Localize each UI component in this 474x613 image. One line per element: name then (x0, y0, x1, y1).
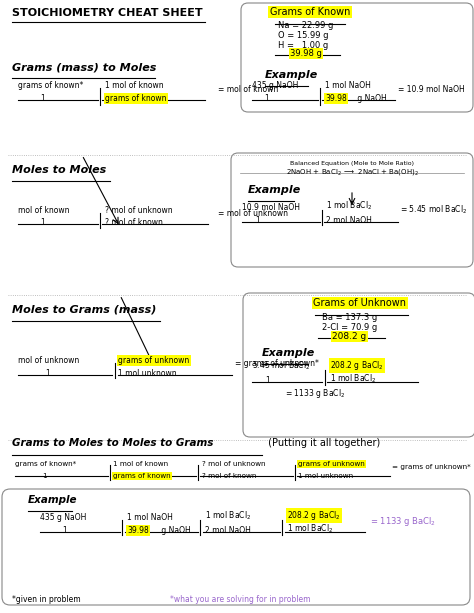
Text: 1: 1 (62, 526, 67, 535)
Text: grams of known*: grams of known* (18, 81, 83, 90)
Text: 208.2 g BaCl$_2$: 208.2 g BaCl$_2$ (330, 359, 383, 372)
Text: 1: 1 (45, 369, 50, 378)
Text: 435 g NaOH: 435 g NaOH (252, 81, 298, 90)
Text: mol of unknown: mol of unknown (18, 356, 79, 365)
Text: 1 mol of known: 1 mol of known (113, 461, 168, 467)
Text: = 10.9 mol NaOH: = 10.9 mol NaOH (398, 85, 465, 94)
Text: = grams of unknown*: = grams of unknown* (392, 464, 471, 470)
Text: 1 mol of known: 1 mol of known (105, 81, 164, 90)
FancyBboxPatch shape (243, 293, 474, 437)
Text: 2-Cl = 70.9 g: 2-Cl = 70.9 g (322, 323, 377, 332)
Text: Grams of Known: Grams of Known (270, 7, 350, 17)
FancyBboxPatch shape (241, 3, 473, 112)
Text: ? mol of known: ? mol of known (202, 473, 256, 479)
Text: *given in problem: *given in problem (12, 595, 81, 604)
Text: = 1133 g BaCl$_2$: = 1133 g BaCl$_2$ (285, 387, 345, 400)
Text: 1: 1 (265, 376, 270, 385)
Text: 208.2 g: 208.2 g (332, 332, 366, 341)
Text: mol of known: mol of known (18, 206, 70, 215)
Text: 39.98: 39.98 (127, 526, 149, 535)
Text: 1: 1 (264, 94, 269, 103)
Text: 1 mol NaOH: 1 mol NaOH (325, 81, 371, 90)
FancyBboxPatch shape (2, 489, 470, 605)
Text: Na = 22.99 g: Na = 22.99 g (278, 21, 333, 30)
Text: Example: Example (265, 70, 318, 80)
Text: grams of known: grams of known (113, 473, 171, 479)
Text: 2 mol NaOH: 2 mol NaOH (326, 216, 372, 225)
Text: 5.45 mol BaCl$_2$: 5.45 mol BaCl$_2$ (252, 359, 310, 372)
Text: (Putting it all together): (Putting it all together) (265, 438, 380, 448)
Text: 10.9 mol NaOH: 10.9 mol NaOH (242, 203, 300, 212)
Text: Moles to Moles: Moles to Moles (12, 165, 106, 175)
Text: 1: 1 (40, 94, 45, 103)
Text: Example: Example (248, 185, 301, 195)
Text: grams of known*: grams of known* (15, 461, 76, 467)
Text: 2NaOH + BaCl$_2$ $\longrightarrow$ 2NaCl + Ba(OH)$_2$: 2NaOH + BaCl$_2$ $\longrightarrow$ 2NaCl… (286, 167, 419, 177)
Text: Balanced Equation (Mole to Mole Ratio): Balanced Equation (Mole to Mole Ratio) (290, 161, 414, 166)
Text: ? mol of unknown: ? mol of unknown (105, 206, 173, 215)
Text: = 5.45 mol BaCl$_2$: = 5.45 mol BaCl$_2$ (400, 204, 467, 216)
Text: 1 mol BaCl$_2$: 1 mol BaCl$_2$ (205, 509, 251, 522)
Text: 208.2 g BaCl$_2$: 208.2 g BaCl$_2$ (287, 509, 340, 522)
Text: 1 mol BaCl$_2$: 1 mol BaCl$_2$ (330, 373, 376, 385)
Text: ? mol of known: ? mol of known (105, 218, 163, 227)
Text: O = 15.99 g: O = 15.99 g (278, 31, 328, 40)
Text: 1 mol BaCl$_2$: 1 mol BaCl$_2$ (326, 199, 372, 212)
Text: 39.98 g: 39.98 g (290, 49, 322, 58)
Text: 435 g NaOH: 435 g NaOH (40, 513, 86, 522)
Text: = mol of known: = mol of known (218, 85, 278, 94)
Text: = 1133 g BaCl$_2$: = 1133 g BaCl$_2$ (370, 515, 436, 528)
Text: g NaOH: g NaOH (355, 94, 387, 103)
Text: = mol of unknown: = mol of unknown (218, 209, 288, 218)
FancyBboxPatch shape (231, 153, 473, 267)
Text: Example: Example (262, 348, 315, 358)
Text: *what you are solving for in problem: *what you are solving for in problem (170, 595, 310, 604)
Text: H =   1.00 g: H = 1.00 g (278, 41, 328, 50)
Text: Example: Example (28, 495, 78, 505)
Text: ? mol of unknown: ? mol of unknown (202, 461, 265, 467)
Text: Grams of Unknown: Grams of Unknown (313, 298, 407, 308)
Text: Ba = 137.3 g: Ba = 137.3 g (322, 313, 377, 322)
Text: 1 mol BaCl$_2$: 1 mol BaCl$_2$ (287, 522, 333, 535)
Text: 39.98: 39.98 (325, 94, 347, 103)
Text: 1 mol unknown: 1 mol unknown (118, 369, 177, 378)
Text: Grams (mass) to Moles: Grams (mass) to Moles (12, 62, 156, 72)
Text: g NaOH: g NaOH (159, 526, 191, 535)
Text: 1: 1 (40, 218, 45, 227)
Text: Moles to Grams (mass): Moles to Grams (mass) (12, 305, 156, 315)
Text: STOICHIOMETRY CHEAT SHEET: STOICHIOMETRY CHEAT SHEET (12, 8, 202, 18)
Text: 1: 1 (255, 216, 260, 225)
Text: grams of unknown: grams of unknown (298, 461, 365, 467)
Text: grams of unknown: grams of unknown (118, 356, 189, 365)
Text: 1 mol NaOH: 1 mol NaOH (127, 513, 173, 522)
Text: grams of known: grams of known (105, 94, 166, 103)
Text: 1 mol unknown: 1 mol unknown (298, 473, 353, 479)
Text: 2 mol NaOH: 2 mol NaOH (205, 526, 251, 535)
Text: Grams to Moles to Moles to Grams: Grams to Moles to Moles to Grams (12, 438, 213, 448)
Text: = grams of unknown*: = grams of unknown* (235, 359, 319, 368)
Text: 1: 1 (42, 473, 46, 479)
